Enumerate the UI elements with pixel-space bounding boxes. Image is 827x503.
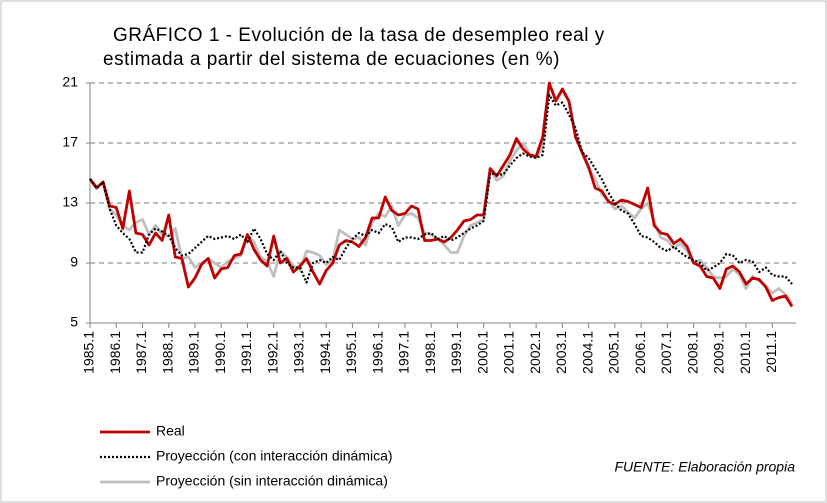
x-tick-label: 1985.1 [81,331,97,374]
x-tick-label: 1999.1 [448,331,464,374]
x-tick-label: 1987.1 [133,331,149,374]
x-tick-label: 2009.1 [711,331,727,374]
x-tick-label: 2004.1 [579,331,595,374]
y-tick-label: 13 [62,194,78,210]
x-tick-label: 2011.1 [763,331,779,373]
x-tick-label: 1991.1 [238,331,254,374]
legend-label: Proyección (sin interacción dinámica) [156,473,388,489]
x-tick-label: 2007.1 [658,331,674,374]
x-tick-label: 2000.1 [474,331,490,374]
y-tick-label: 21 [62,74,78,90]
legend-label: Real [156,423,185,439]
y-tick-label: 5 [70,314,78,330]
x-tick-label: 2002.1 [527,331,543,374]
x-tick-label: 1986.1 [107,331,123,374]
x-tick-label: 1995.1 [343,331,359,374]
x-tick-label: 1993.1 [291,331,307,374]
series-line [89,93,793,285]
x-tick-label: 2005.1 [606,331,622,374]
x-tick-label: 2003.1 [553,331,569,374]
x-tick-label: 1988.1 [159,331,175,374]
x-tick-label: 1989.1 [186,331,202,374]
y-tick-label: 17 [62,134,78,150]
y-tick-label: 9 [70,254,78,270]
source-note: FUENTE: Elaboración propia [614,459,795,475]
x-tick-label: 2008.1 [684,331,700,374]
series-line [88,81,794,308]
x-tick-label: 1998.1 [422,331,438,374]
chart-title: GRÁFICO 1 - Evolución de la tasa de dese… [113,25,605,46]
x-tick-label: 1992.1 [264,331,280,374]
x-tick-label: 2010.1 [737,331,753,374]
chart-title: estimada a partir del sistema de ecuacio… [103,49,560,70]
x-tick-label: 1997.1 [396,331,412,374]
legend-label: Proyección (con interacción dinámica) [156,448,393,464]
x-tick-label: 2001.1 [501,331,517,374]
x-tick-label: 1994.1 [317,331,333,374]
x-tick-label: 1996.1 [369,331,385,374]
x-tick-label: 1990.1 [212,331,228,374]
x-tick-label: 2006.1 [632,331,648,374]
